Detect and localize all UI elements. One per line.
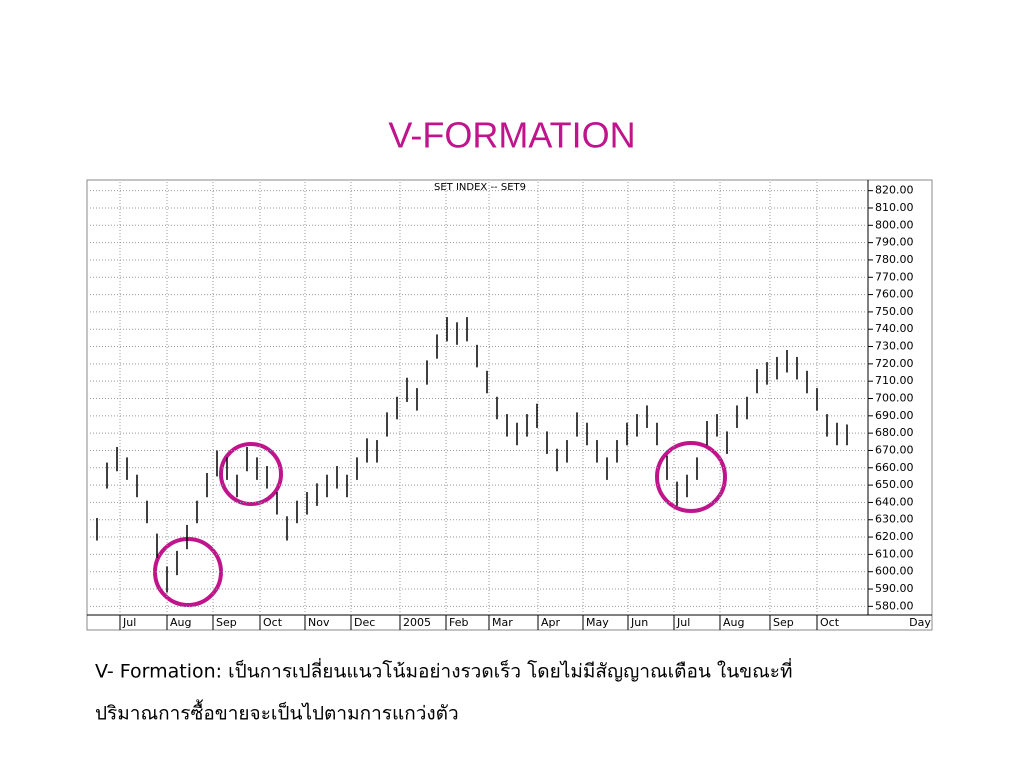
x-tick-label: Oct xyxy=(263,616,283,629)
y-tick-label: 740.00 xyxy=(875,322,914,335)
x-tick-label: Aug xyxy=(723,616,744,629)
x-tick-label: Aug xyxy=(170,616,191,629)
y-tick-label: 730.00 xyxy=(875,340,914,353)
y-tick-label: 690.00 xyxy=(875,409,914,422)
chart-subtitle: SET INDEX -- SET9 xyxy=(434,182,526,193)
y-tick-label: 650.00 xyxy=(875,478,914,491)
y-tick-label: 750.00 xyxy=(875,305,914,318)
y-tick-label: 660.00 xyxy=(875,461,914,474)
y-tick-label: 580.00 xyxy=(875,599,914,612)
y-tick-label: 630.00 xyxy=(875,513,914,526)
x-axis-label: Day xyxy=(909,616,931,629)
x-tick-label: Jun xyxy=(630,616,648,629)
caption-line: ปริมาณการซื้อขายจะเป็นไปตามการแกว่งตัว xyxy=(95,700,459,725)
x-tick-label: Feb xyxy=(449,616,468,629)
x-tick-label: 2005 xyxy=(403,616,431,629)
x-tick-label: Dec xyxy=(354,616,375,629)
x-tick-label: Nov xyxy=(308,616,330,629)
y-tick-label: 600.00 xyxy=(875,565,914,578)
x-tick-label: May xyxy=(586,616,609,629)
caption-line: V- Formation: เป็นการเปลี่ยนแนวโน้มอย่าง… xyxy=(95,658,793,683)
y-tick-label: 680.00 xyxy=(875,426,914,439)
y-tick-label: 710.00 xyxy=(875,374,914,387)
y-tick-label: 720.00 xyxy=(875,357,914,370)
highlight-circle xyxy=(219,442,283,506)
highlight-circle xyxy=(655,441,727,513)
x-tick-label: Sep xyxy=(773,616,794,629)
x-tick-label: Sep xyxy=(216,616,237,629)
y-tick-label: 610.00 xyxy=(875,547,914,560)
y-tick-label: 760.00 xyxy=(875,288,914,301)
y-tick-label: 670.00 xyxy=(875,443,914,456)
chart-frame xyxy=(86,179,933,631)
x-tick-label: Oct xyxy=(820,616,840,629)
y-tick-label: 780.00 xyxy=(875,253,914,266)
x-tick-label: Apr xyxy=(541,616,561,629)
y-tick-label: 810.00 xyxy=(875,201,914,214)
y-tick-label: 700.00 xyxy=(875,392,914,405)
y-tick-label: 820.00 xyxy=(875,184,914,197)
slide-title: V-FORMATION xyxy=(388,115,635,156)
y-tick-label: 800.00 xyxy=(875,218,914,231)
x-tick-label: Mar xyxy=(492,616,513,629)
x-tick-label: Jul xyxy=(676,616,690,629)
y-tick-label: 770.00 xyxy=(875,270,914,283)
y-tick-label: 620.00 xyxy=(875,530,914,543)
highlight-circle xyxy=(153,537,223,607)
y-tick-label: 590.00 xyxy=(875,582,914,595)
x-tick-label: Jul xyxy=(122,616,136,629)
y-tick-label: 640.00 xyxy=(875,495,914,508)
y-tick-label: 790.00 xyxy=(875,236,914,249)
